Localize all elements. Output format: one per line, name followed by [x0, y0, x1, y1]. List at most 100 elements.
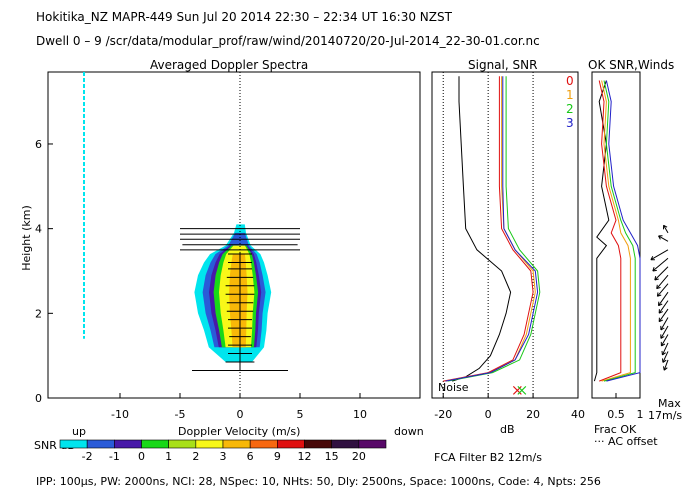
wind-arrowhead	[650, 255, 655, 261]
signal-frame	[431, 71, 579, 399]
x-tick-label: 0	[237, 408, 244, 421]
colorbar-swatch	[59, 439, 88, 449]
wind-arrowhead	[658, 301, 663, 307]
db-axis-label: dB	[500, 423, 515, 436]
wind-barb	[663, 359, 669, 371]
colorbar-tick-label: 9	[274, 450, 281, 463]
wind-barb	[660, 334, 669, 347]
wind-barb	[657, 283, 669, 297]
signal-x-tick-label: -20	[434, 408, 452, 421]
colorbar-swatch	[249, 439, 278, 449]
legend-0: 0	[566, 74, 574, 88]
wind-barb	[652, 257, 669, 272]
x-tick-label: -10	[111, 408, 129, 421]
colorbar-tick-label: 1	[165, 450, 172, 463]
frac-series-0	[593, 80, 610, 382]
wind-barb	[658, 300, 669, 314]
wind-barb	[654, 266, 669, 281]
colorbar-swatch	[86, 439, 115, 449]
chart-header-line2: Dwell 0 – 9 /scr/data/modular_prof/raw/w…	[36, 34, 540, 48]
colorbar-swatch	[222, 439, 251, 449]
signal-title: Signal, SNR	[468, 58, 538, 72]
frac-series-1	[598, 80, 622, 382]
wind-arrowhead	[663, 224, 668, 230]
wind-arrowhead	[662, 358, 667, 363]
wind-arrowhead	[652, 267, 657, 272]
chart-header-line1: Hokitika_NZ MAPR-449 Sun Jul 20 2014 22:…	[36, 10, 452, 24]
colorbar-tick-label: 2	[192, 450, 199, 463]
wind-barb	[663, 225, 669, 234]
legend-1: 1	[566, 88, 574, 102]
legend-2: 2	[566, 102, 574, 116]
up-label: up	[72, 425, 86, 438]
signal-x-tick-label: 40	[571, 408, 585, 421]
y-tick-label: 6	[35, 138, 42, 151]
wind-barb	[650, 249, 669, 261]
wind-arrowhead	[656, 284, 661, 290]
wind-barb	[660, 325, 669, 339]
colorbar-swatch	[358, 439, 387, 449]
frac-ok-label: Frac OK	[594, 423, 637, 436]
x-tick-label: 10	[353, 408, 367, 421]
wind-arrowhead	[658, 317, 664, 323]
colorbar-swatch	[114, 439, 142, 449]
signal-series-4	[445, 76, 539, 382]
colorbar-swatch	[141, 439, 169, 449]
wind-arrowhead	[660, 334, 665, 339]
wind-barb	[658, 291, 669, 306]
ac-offset-label: ··· AC offset	[594, 435, 658, 448]
wind-arrowhead	[656, 292, 662, 297]
colorbar-tick-label: 12	[298, 450, 312, 463]
colorbar-swatch	[277, 439, 305, 449]
doppler-axis-label: Doppler Velocity (m/s)	[178, 425, 301, 438]
wind-barb	[656, 274, 669, 290]
x-tick-label: -5	[175, 408, 186, 421]
y-tick-label: 4	[35, 223, 42, 236]
signal-series-0	[452, 76, 512, 382]
wind-barb	[658, 235, 669, 242]
wind-barb	[660, 317, 669, 331]
signal-series-2	[445, 76, 536, 382]
colorbar-tick-label: 20	[352, 450, 366, 463]
winds-title: OK SNR,Winds	[588, 58, 675, 72]
wind-barb	[662, 351, 669, 363]
wind-arrowhead	[654, 275, 659, 281]
colorbar-swatch	[168, 439, 197, 449]
colorbar-swatch	[331, 439, 360, 449]
frac-series-2	[601, 80, 631, 382]
colorbar-tick-label: -2	[82, 450, 93, 463]
footer-params: IPP: 100μs, PW: 2000ns, NCI: 28, NSpec: …	[36, 475, 601, 488]
colorbar-tick-label: -1	[109, 450, 120, 463]
legend-3: 3	[566, 116, 574, 130]
colorbar-tick-label: 15	[325, 450, 339, 463]
x-marker	[517, 385, 527, 395]
frac-x-tick-label: 1	[637, 408, 644, 421]
wind-barb	[658, 308, 669, 322]
y-tick-label: 2	[35, 307, 42, 320]
frac-series-3	[603, 80, 636, 382]
noise-label: Noise	[438, 381, 469, 394]
spectra-frame	[47, 71, 421, 399]
spectra-title: Averaged Doppler Spectra	[150, 58, 309, 72]
colorbar-swatch	[304, 439, 332, 449]
wind-max-value: 17m/s	[648, 409, 683, 422]
wind-arrowhead	[658, 235, 663, 240]
wind-arrowhead	[658, 309, 664, 314]
snr-layer-orange	[229, 254, 248, 348]
wind-arrowhead	[661, 350, 666, 356]
colorbar-tick-label: 6	[247, 450, 254, 463]
wind-arrowhead	[660, 325, 665, 331]
frac-ok-frame	[591, 71, 641, 399]
x-marker	[512, 385, 522, 395]
colorbar-tick-label: 0	[138, 450, 145, 463]
wind-arrowhead	[660, 341, 666, 347]
signal-x-tick-label: 20	[526, 408, 540, 421]
fca-filter-label: FCA Filter B2 12m/s	[434, 451, 542, 464]
signal-x-tick-label: 0	[485, 408, 492, 421]
x-tick-label: 5	[297, 408, 304, 421]
frac-x-tick-label: 0.5	[607, 408, 625, 421]
wind-barb	[661, 342, 669, 356]
wind-max-label: Max	[658, 397, 681, 410]
signal-series-3	[447, 76, 541, 382]
